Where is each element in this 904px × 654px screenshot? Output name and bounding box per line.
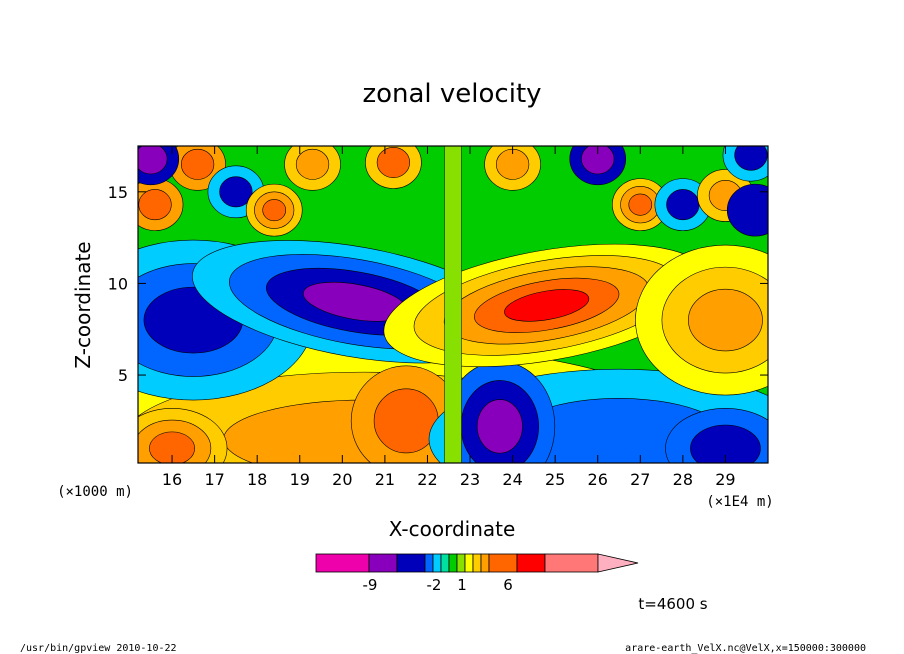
colorbar-segment xyxy=(396,553,426,573)
colorbar-segment xyxy=(516,553,546,573)
y-tick-label: 10 xyxy=(108,274,128,293)
colorbar-segment xyxy=(544,553,599,573)
contour-region xyxy=(262,199,287,222)
contour-region xyxy=(688,288,763,352)
x-tick-label: 16 xyxy=(162,470,182,489)
x-unit-left: (×1000 m) xyxy=(57,484,133,500)
plot-frame xyxy=(137,145,769,464)
contour-region xyxy=(504,289,590,322)
x-tick-label: 25 xyxy=(545,470,565,489)
colorbar-label: 1 xyxy=(457,576,467,594)
x-tick-label: 26 xyxy=(588,470,608,489)
contour-fills xyxy=(138,146,768,463)
y-tick-label: 5 xyxy=(118,366,128,385)
x-tick-label: 19 xyxy=(290,470,310,489)
x-tick-label: 18 xyxy=(247,470,267,489)
colorbar-segment xyxy=(456,553,466,573)
contour-region xyxy=(581,146,615,175)
colorbar-segment xyxy=(432,553,442,573)
y-axis-ticks: 5 10 15 xyxy=(108,183,768,385)
colorbar-segment xyxy=(480,553,490,573)
colorbar-label: 6 xyxy=(503,576,513,594)
contour-region xyxy=(138,189,172,221)
colorbar-extension-arrow xyxy=(597,553,639,573)
colorbar-segment xyxy=(368,553,398,573)
contour-region xyxy=(295,148,330,180)
x-tick-label: 24 xyxy=(502,470,522,489)
x-tick-label: 28 xyxy=(673,470,693,489)
x-tick-label: 23 xyxy=(460,470,480,489)
colorbar-segment xyxy=(488,553,518,573)
colorbar-segment xyxy=(440,553,450,573)
contour-region xyxy=(734,146,768,171)
contour-region xyxy=(666,189,700,221)
chart-title: zonal velocity xyxy=(362,79,541,109)
contour-region xyxy=(444,146,462,463)
contour-region xyxy=(376,147,411,178)
contour-region xyxy=(726,183,768,237)
contour-plot xyxy=(137,145,769,464)
x-tick-label: 22 xyxy=(417,470,437,489)
y-axis-label: Z-coordinate xyxy=(71,241,95,368)
colorbar-segment xyxy=(448,553,458,573)
contour-region xyxy=(180,148,215,180)
x-tick-label: 21 xyxy=(375,470,395,489)
contour-region xyxy=(138,146,168,175)
colorbar-segment xyxy=(464,553,474,573)
contour-region xyxy=(219,176,253,208)
colorbar-labels: -9 -2 1 6 xyxy=(363,576,513,594)
x-tick-label: 20 xyxy=(332,470,352,489)
contour-region xyxy=(476,399,523,454)
x-tick-label: 17 xyxy=(204,470,224,489)
y-tick-label: 15 xyxy=(108,183,128,202)
colorbar-segment xyxy=(315,553,370,573)
contour-region xyxy=(373,388,439,454)
x-axis-label: X-coordinate xyxy=(389,517,516,541)
colorbar-segment xyxy=(472,553,482,573)
contour-region xyxy=(628,193,653,216)
footer-left: /usr/bin/gpview 2010-10-22 xyxy=(20,643,177,654)
colorbar xyxy=(315,553,639,573)
x-unit-right: (×1E4 m) xyxy=(706,494,773,510)
time-label: t=4600 s xyxy=(638,595,707,613)
colorbar-segment xyxy=(424,553,434,573)
contour-region xyxy=(149,431,195,463)
contour-region xyxy=(690,424,761,463)
footer-right: arare-earth_VelX.nc@VelX,x=150000:300000 xyxy=(625,643,866,654)
colorbar-label: -9 xyxy=(363,576,378,594)
colorbar-label: -2 xyxy=(427,576,442,594)
x-tick-label: 29 xyxy=(715,470,735,489)
x-axis-ticks: 16 17 18 19 20 21 22 23 24 25 26 27 28 29 xyxy=(162,146,736,489)
x-tick-label: 27 xyxy=(630,470,650,489)
